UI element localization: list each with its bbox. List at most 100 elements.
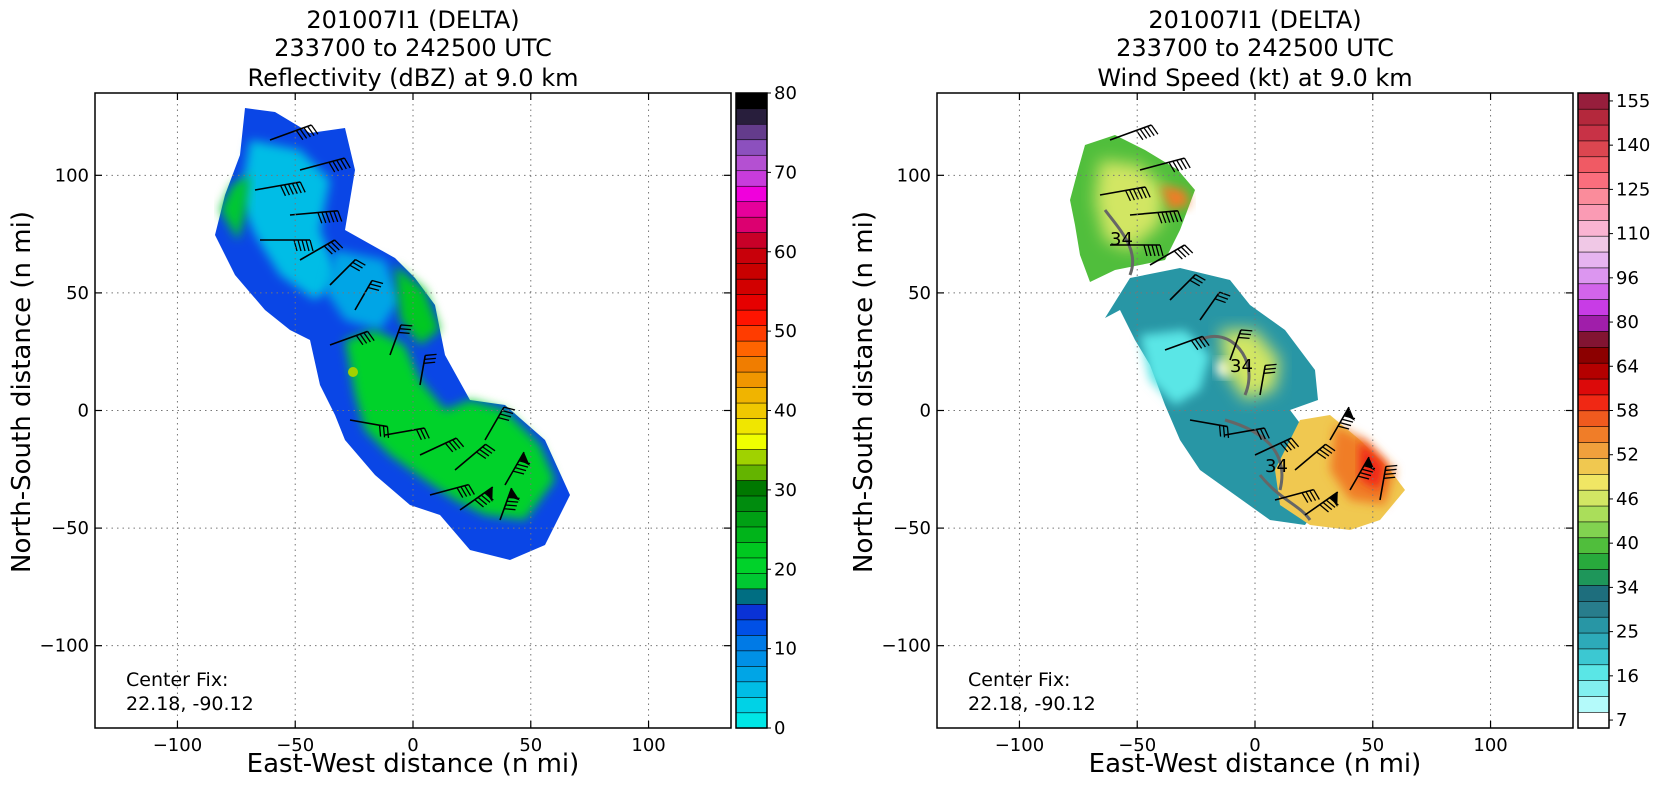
wind-barb: [1259, 363, 1277, 396]
colorbar-bin: [1577, 441, 1610, 459]
wind-barb: [1110, 244, 1164, 257]
colorbar-tick-label: 0: [774, 718, 785, 739]
center-fix-label: Center Fix:: [968, 669, 1070, 691]
x-tick-label: 100: [631, 735, 665, 756]
axes-frame: [936, 92, 1574, 729]
title-line-1: 201007I1 (DELTA): [1148, 6, 1361, 34]
title-line-3: Reflectivity (dBZ) at 9.0 km: [248, 64, 579, 92]
colorbar-bin: [735, 247, 768, 264]
colorbar-bin: [1577, 156, 1610, 173]
colorbar-bin: [735, 278, 768, 295]
speed-region-red-se: [1360, 440, 1385, 490]
colorbar-bin: [735, 309, 768, 326]
colorbar-bin: [735, 263, 768, 280]
wind-barb: [454, 443, 496, 471]
colorbar-tick-label: 64: [1616, 356, 1639, 377]
colorbar-bin: [1577, 108, 1610, 126]
colorbar-bin: [735, 603, 768, 621]
wind-barb: [354, 279, 384, 311]
colorbar-bin: [1577, 283, 1610, 300]
colorbar-bin: [1577, 632, 1610, 650]
wind-barb: [1199, 291, 1231, 321]
colorbar-tick-label: 52: [1616, 445, 1639, 466]
colorbar-tick-label: 20: [774, 559, 797, 580]
colorbar-bin: [735, 355, 768, 373]
wind-barb: [1139, 157, 1191, 173]
wind-barb: [419, 353, 437, 386]
wind-barb: [1379, 464, 1398, 501]
colorbar-tick-label: 58: [1616, 401, 1639, 422]
axes-frame: [94, 92, 732, 729]
center-fix-value: 22.18, -90.12: [126, 693, 254, 715]
colorbar-bin: [1577, 203, 1610, 221]
wind-barb: [499, 487, 520, 521]
wind-barb: [269, 124, 319, 141]
colorbar-bin: [735, 139, 768, 156]
colorbar: 7 16 25 34 40 46 52 58 64 80 96 110 125 140 155: [1577, 91, 1650, 731]
colorbar-tick-label: 16: [1616, 666, 1639, 687]
colorbar-tick-label: 40: [1616, 533, 1639, 554]
colorbar-bin: [1577, 473, 1610, 491]
colorbar-bin: [735, 557, 768, 574]
colorbar-bin: [1577, 330, 1610, 348]
wind-barb: [329, 258, 366, 286]
colorbar-bin: [735, 185, 768, 203]
wind-barb: [349, 419, 390, 439]
colorbar-bin: [735, 650, 768, 667]
x-tick-label: 0: [407, 735, 418, 756]
colorbar-bin: [1577, 362, 1610, 380]
colorbar-bin: [735, 665, 768, 683]
reflectivity-panel: 201007I1 (DELTA) 233700 to 242500 UTC Re…: [7, 6, 797, 779]
x-tick-label: −100: [153, 735, 202, 756]
colorbar-bin: [735, 712, 768, 729]
colorbar-tick-label: 46: [1616, 489, 1639, 510]
colorbar-bin: [1577, 394, 1610, 412]
wind-barb: [299, 157, 351, 173]
colorbar-bin: [735, 108, 768, 125]
contour-label: 34: [1265, 456, 1288, 477]
y-tick-label: 50: [66, 283, 89, 304]
speed-region-orange-north: [1160, 185, 1190, 210]
colorbar-bin: [735, 340, 768, 357]
colorbar-bin: [735, 92, 768, 110]
axes-area: −100 −50 0 50 100 −100 −50 0 50 100: [882, 92, 1574, 756]
wind-barb: [484, 406, 516, 441]
colorbar-tick-label: 96: [1616, 268, 1639, 289]
echo-region-green-nw: [220, 175, 250, 240]
wind-barb: [1224, 427, 1270, 441]
colorbar-bin: [1577, 664, 1610, 681]
colorbar-bin: [735, 216, 768, 233]
colorbar-bin: [1577, 600, 1610, 618]
colorbar-bin: [1577, 457, 1610, 475]
colorbar-bin: [1577, 616, 1610, 634]
speed-region-yellow-north: [1095, 160, 1165, 250]
colorbar-bin: [1577, 584, 1610, 602]
colorbar-bin: [735, 417, 768, 435]
colorbar-bin: [735, 123, 768, 141]
colorbar-bin: [735, 170, 768, 187]
x-tick-label: 100: [1473, 735, 1507, 756]
colorbar-bin: [735, 588, 768, 605]
y-tick-label: −100: [40, 636, 89, 657]
colorbar-bin: [1577, 187, 1610, 205]
wind-barb: [1229, 329, 1253, 361]
colorbar-tick-label: 50: [774, 321, 797, 342]
colorbar-bin: [1577, 92, 1610, 110]
speed-region-cyan: [1140, 330, 1210, 405]
wind-speed-panel: 201007I1 (DELTA) 233700 to 242500 UTC Wi…: [849, 6, 1650, 779]
wind-barb: [1254, 437, 1300, 456]
colorbar-bin: [1577, 426, 1610, 443]
colorbar-bin: [735, 433, 768, 450]
colorbar-tick-label: 34: [1616, 577, 1639, 598]
x-tick-label: −50: [276, 735, 314, 756]
colorbar-tick-label: 70: [774, 162, 797, 183]
colorbar-tick-label: 110: [1616, 224, 1650, 245]
colorbar-bin: [735, 510, 768, 528]
wind-barb: [1329, 406, 1356, 441]
colorbar-bin: [1577, 489, 1610, 507]
colorbar-bin: [735, 371, 768, 388]
colorbar-bin: [735, 619, 768, 636]
wind-barbs: [254, 124, 531, 521]
contour-label: 34: [1110, 229, 1133, 250]
